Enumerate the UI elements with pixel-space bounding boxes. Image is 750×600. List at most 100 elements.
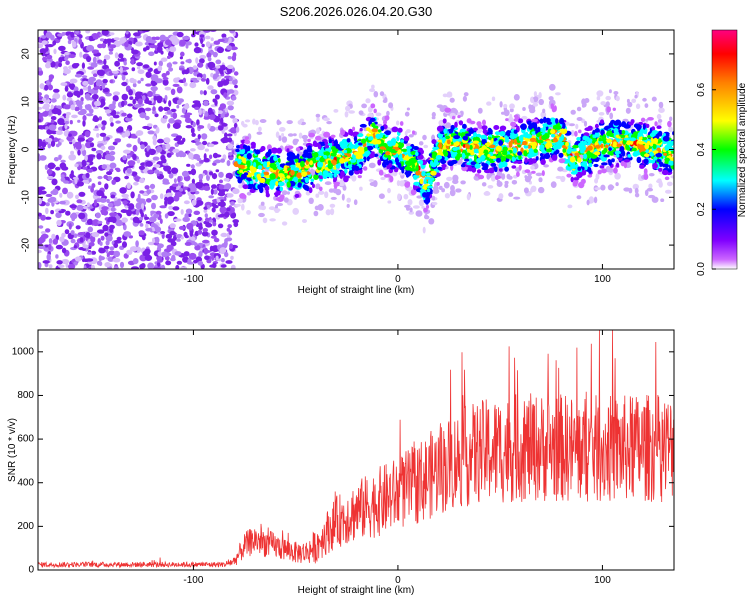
ridge-point bbox=[264, 185, 270, 192]
noise-blob bbox=[201, 43, 205, 48]
noise-blob bbox=[154, 36, 161, 41]
noise-blob bbox=[218, 184, 225, 190]
ridge-point bbox=[469, 149, 475, 156]
ridge-point bbox=[355, 154, 363, 160]
noise-blob bbox=[192, 65, 198, 70]
noise-blob bbox=[208, 219, 214, 223]
ridge-halo bbox=[259, 119, 267, 123]
ridge-point bbox=[447, 161, 454, 167]
noise-blob bbox=[153, 61, 157, 66]
noise-blob bbox=[115, 219, 123, 227]
noise-blob bbox=[124, 41, 129, 48]
noise-blob bbox=[51, 178, 58, 186]
ridge-point bbox=[246, 160, 251, 167]
ridge-point bbox=[266, 144, 272, 151]
noise-blob bbox=[223, 240, 228, 247]
ridge-point bbox=[665, 163, 669, 169]
ridge-point bbox=[486, 131, 493, 135]
noise-blob bbox=[206, 204, 210, 209]
ridge-point bbox=[526, 134, 532, 139]
noise-blob bbox=[203, 206, 208, 210]
ridge-point bbox=[423, 178, 427, 185]
ridge-point bbox=[582, 161, 588, 168]
noise-blob bbox=[152, 266, 159, 269]
ridge-point bbox=[575, 171, 583, 179]
noise-blob bbox=[218, 196, 225, 200]
noise-blob bbox=[41, 233, 49, 239]
noise-blob bbox=[210, 188, 214, 195]
ridge-point bbox=[517, 151, 523, 156]
noise-blob bbox=[197, 125, 205, 129]
colorbar-tick-label: 0.2 bbox=[696, 202, 707, 216]
ridge-point bbox=[359, 150, 365, 155]
noise-blob bbox=[109, 151, 116, 156]
noise-blob bbox=[226, 207, 231, 212]
noise-blob bbox=[219, 69, 224, 75]
ridge-halo bbox=[361, 103, 367, 109]
noise-blob bbox=[161, 158, 167, 164]
ridge-halo bbox=[646, 187, 654, 192]
ridge-halo bbox=[614, 172, 621, 180]
ridge-point bbox=[340, 170, 345, 177]
noise-blob bbox=[85, 258, 94, 262]
noise-blob bbox=[74, 256, 82, 262]
noise-blob bbox=[161, 144, 167, 150]
ridge-point bbox=[555, 143, 562, 150]
noise-blob bbox=[61, 32, 66, 36]
ridge-point bbox=[579, 136, 583, 142]
ridge-point bbox=[566, 173, 572, 178]
ridge-halo bbox=[254, 119, 259, 126]
noise-blob bbox=[104, 183, 109, 190]
ridge-point bbox=[653, 137, 659, 145]
ridge-point bbox=[513, 118, 519, 122]
ridge-point bbox=[259, 177, 266, 184]
noise-blob bbox=[185, 208, 193, 214]
noise-blob bbox=[151, 194, 158, 201]
noise-blob bbox=[88, 108, 94, 114]
ridge-point bbox=[317, 161, 324, 168]
ridge-point bbox=[481, 138, 487, 145]
ridge-halo bbox=[444, 193, 450, 199]
ridge-halo bbox=[328, 188, 334, 193]
ridge-halo bbox=[631, 98, 637, 104]
noise-blob bbox=[170, 241, 177, 247]
noise-blob bbox=[82, 115, 87, 121]
noise-blob bbox=[190, 127, 195, 134]
ridge-halo bbox=[323, 117, 330, 122]
noise-blob bbox=[68, 133, 72, 137]
ridge-point bbox=[333, 172, 337, 178]
ridge-point bbox=[355, 131, 359, 135]
noise-blob bbox=[184, 241, 192, 246]
noise-blob bbox=[217, 38, 225, 43]
noise-blob bbox=[184, 113, 191, 120]
ridge-point bbox=[244, 146, 250, 152]
ridge-point bbox=[357, 175, 362, 179]
ridge-point bbox=[587, 174, 593, 178]
ridge-point bbox=[637, 132, 643, 137]
ridge-halo bbox=[262, 217, 268, 224]
noise-blob bbox=[194, 244, 201, 251]
ridge-halo bbox=[365, 98, 371, 104]
noise-blob bbox=[173, 218, 182, 222]
ridge-point bbox=[340, 129, 345, 136]
ridge-point bbox=[286, 175, 291, 179]
ridge-point bbox=[312, 157, 317, 164]
noise-blob bbox=[207, 56, 212, 62]
ridge-point bbox=[453, 135, 460, 140]
noise-blob bbox=[104, 232, 109, 237]
noise-blob bbox=[209, 171, 213, 176]
noise-blob bbox=[97, 220, 103, 224]
noise-blob bbox=[125, 117, 133, 122]
ridge-point bbox=[531, 170, 536, 174]
noise-blob bbox=[188, 152, 194, 160]
noise-blob bbox=[205, 41, 211, 48]
ridge-point bbox=[616, 138, 620, 143]
noise-blob bbox=[135, 240, 139, 248]
noise-blob bbox=[213, 154, 222, 158]
ridge-point bbox=[359, 127, 363, 132]
ridge-point bbox=[340, 142, 346, 150]
ridge-halo bbox=[450, 185, 455, 192]
noise-blob bbox=[147, 123, 153, 127]
noise-blob bbox=[152, 88, 156, 95]
noise-blob bbox=[88, 81, 94, 85]
